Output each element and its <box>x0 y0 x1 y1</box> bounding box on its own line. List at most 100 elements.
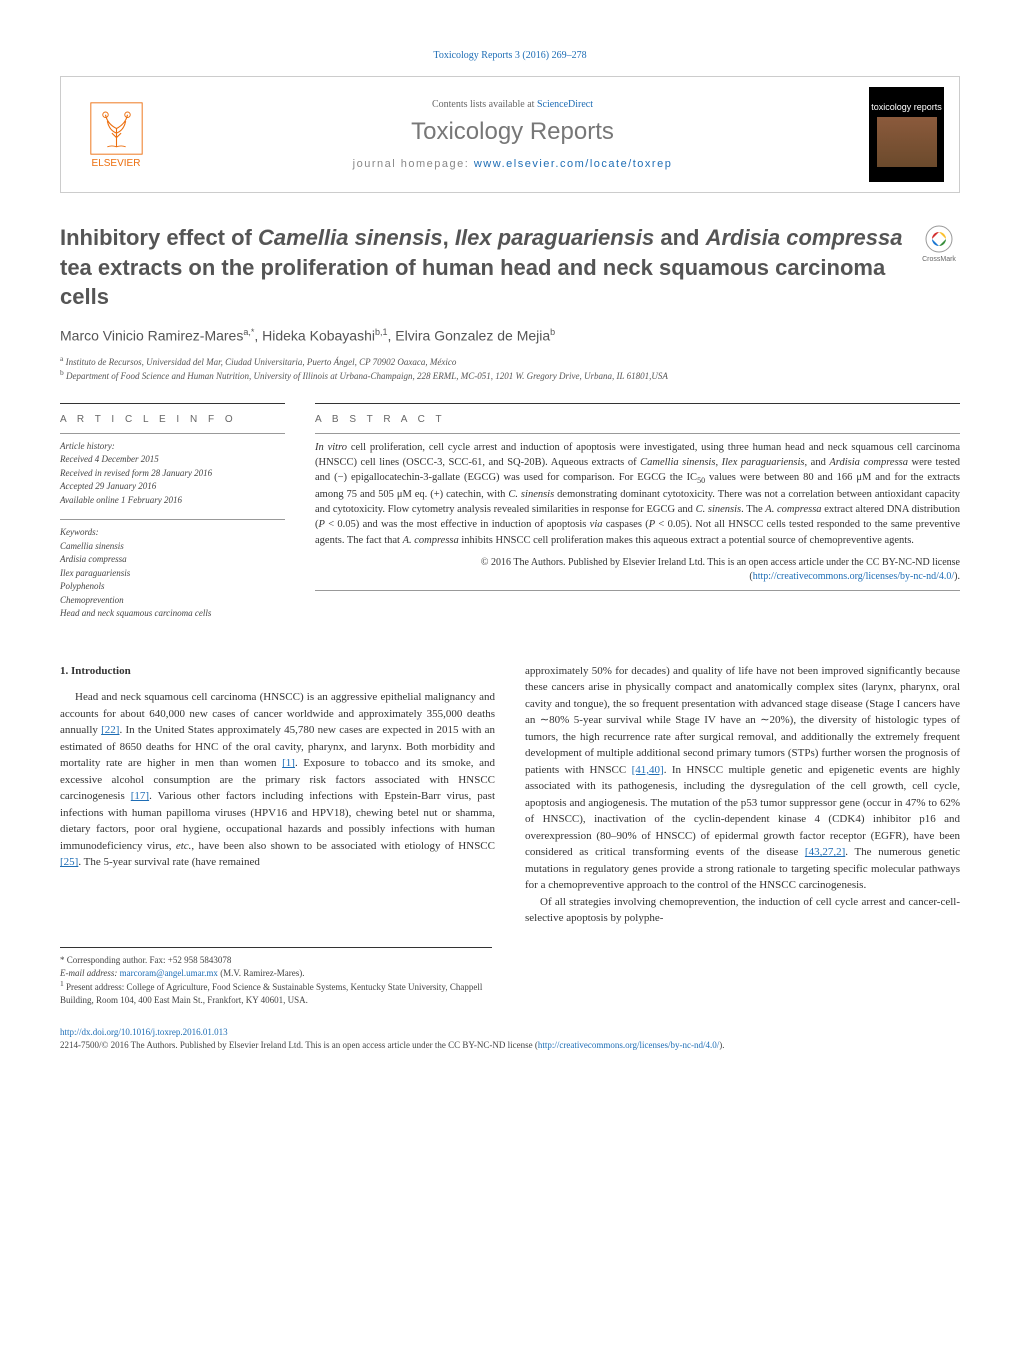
history-received: Received 4 December 2015 <box>60 453 285 467</box>
email-label: E-mail address: <box>60 968 120 978</box>
p1-seg: , have been also shown to be associated … <box>191 840 495 852</box>
doi-link[interactable]: http://dx.doi.org/10.1016/j.toxrep.2016.… <box>60 1027 228 1037</box>
footnotes: * Corresponding author. Fax: +52 958 584… <box>60 947 492 1006</box>
issn-close: ). <box>719 1040 724 1050</box>
affiliations: a Instituto de Recursos, Universidad del… <box>60 354 960 383</box>
affiliation-a: a Instituto de Recursos, Universidad del… <box>60 354 960 369</box>
abstract-text: In vitro cell proliferation, cell cycle … <box>315 433 960 548</box>
footer-license-link[interactable]: http://creativecommons.org/licenses/by-n… <box>538 1040 719 1050</box>
history-online: Available online 1 February 2016 <box>60 494 285 508</box>
email-line: E-mail address: marcoram@angel.umar.mx (… <box>60 967 492 980</box>
p1-seg: . The 5-year survival rate (have remaine… <box>78 856 260 868</box>
elsevier-tree-icon <box>89 101 144 156</box>
crossmark-text: CrossMark <box>922 256 956 263</box>
email-who: (M.V. Ramirez-Mares). <box>218 968 305 978</box>
abs-seg: A. compressa <box>765 504 821 515</box>
sciencedirect-link[interactable]: ScienceDirect <box>537 99 593 110</box>
author-3: Elvira Gonzalez de Mejia <box>395 328 550 344</box>
article-title: Inhibitory effect of Camellia sinensis, … <box>60 223 903 312</box>
keywords-block: Keywords: Camellia sinensis Ardisia comp… <box>60 519 285 621</box>
abs-seg: In vitro <box>315 442 347 453</box>
abs-seg: 50 <box>697 476 705 485</box>
author-3-sup: b <box>550 327 555 337</box>
abs-seg: C. sinensis <box>696 504 742 515</box>
abstract-column: A B S T R A C T In vitro cell proliferat… <box>315 403 960 633</box>
history-label: Article history: <box>60 440 285 454</box>
abs-seg: < 0.05) and was the most effective in in… <box>325 519 590 530</box>
paragraph-2: approximately 50% for decades) and quali… <box>525 663 960 894</box>
contents-available-line: Contents lists available at ScienceDirec… <box>156 99 869 110</box>
top-citation: Toxicology Reports 3 (2016) 269–278 <box>60 50 960 61</box>
journal-banner: ELSEVIER Contents lists available at Sci… <box>60 76 960 193</box>
footer: http://dx.doi.org/10.1016/j.toxrep.2016.… <box>60 1026 960 1051</box>
journal-cover: toxicology reports <box>869 87 944 182</box>
title-segment: tea extracts on the proliferation of hum… <box>60 255 885 310</box>
p3-seg: Of all strategies involving chemoprevent… <box>525 896 960 925</box>
article-history-block: Article history: Received 4 December 201… <box>60 433 285 508</box>
present-text: Present address: College of Agriculture,… <box>60 982 482 1005</box>
email-link[interactable]: marcoram@angel.umar.mx <box>120 968 218 978</box>
homepage-label: journal homepage: <box>353 158 474 170</box>
abstract-bottom-rule <box>315 590 960 591</box>
abs-seg: Camellia sinensis <box>640 457 715 468</box>
authors-line: Marco Vinicio Ramirez-Maresa,*, Hideka K… <box>60 327 960 344</box>
cover-image <box>877 117 937 167</box>
abs-seg: C. sinensis <box>508 489 554 500</box>
homepage-line: journal homepage: www.elsevier.com/locat… <box>156 158 869 170</box>
crossmark-icon[interactable]: CrossMark <box>918 223 960 265</box>
abs-seg: via <box>590 519 603 530</box>
keyword-1: Camellia sinensis <box>60 540 285 554</box>
issn-line: 2214-7500/© 2016 The Authors. Published … <box>60 1039 960 1052</box>
p1-seg: etc. <box>176 840 192 852</box>
keyword-5: Chemoprevention <box>60 594 285 608</box>
ref-link-1[interactable]: [1] <box>282 757 295 769</box>
cover-title: toxicology reports <box>871 102 942 113</box>
paragraph-3: Of all strategies involving chemoprevent… <box>525 894 960 927</box>
title-segment: Inhibitory effect of <box>60 225 258 250</box>
issn-text: 2214-7500/© 2016 The Authors. Published … <box>60 1040 538 1050</box>
license-link[interactable]: http://creativecommons.org/licenses/by-n… <box>753 571 954 582</box>
top-citation-link[interactable]: Toxicology Reports 3 (2016) 269–278 <box>433 50 586 61</box>
homepage-link[interactable]: www.elsevier.com/locate/toxrep <box>474 158 672 170</box>
corresponding-author: * Corresponding author. Fax: +52 958 584… <box>60 954 492 967</box>
abs-seg: , and <box>805 457 830 468</box>
body-columns: 1. Introduction Head and neck squamous c… <box>60 663 960 927</box>
ref-link-43-27-2[interactable]: [43,27,2] <box>805 846 845 858</box>
aff-b-text: Department of Food Science and Human Nut… <box>64 371 668 381</box>
title-segment: , <box>443 225 455 250</box>
abs-seg: A. compressa <box>403 535 459 546</box>
keyword-4: Polyphenols <box>60 580 285 594</box>
page-container: Toxicology Reports 3 (2016) 269–278 ELSE… <box>0 0 1020 1101</box>
info-abstract-row: A R T I C L E I N F O Article history: R… <box>60 403 960 633</box>
keyword-6: Head and neck squamous carcinoma cells <box>60 607 285 621</box>
abstract-heading: A B S T R A C T <box>315 403 960 425</box>
publisher-name: ELSEVIER <box>92 158 141 169</box>
column-right: approximately 50% for decades) and quali… <box>525 663 960 927</box>
ref-link-17[interactable]: [17] <box>131 790 149 802</box>
author-2-sup: b,1 <box>375 327 388 337</box>
history-accepted: Accepted 29 January 2016 <box>60 480 285 494</box>
journal-name: Toxicology Reports <box>156 118 869 146</box>
title-species-2: Ilex paraguariensis <box>455 225 654 250</box>
ref-link-25[interactable]: [25] <box>60 856 78 868</box>
abstract-copyright: © 2016 The Authors. Published by Elsevie… <box>315 556 960 584</box>
p2-seg: . In HNSCC multiple genetic and epigenet… <box>525 764 960 859</box>
title-species-1: Camellia sinensis <box>258 225 443 250</box>
copyright-close: ). <box>954 571 960 582</box>
present-address: 1 Present address: College of Agricultur… <box>60 979 492 1006</box>
article-info-column: A R T I C L E I N F O Article history: R… <box>60 403 285 633</box>
paragraph-1: Head and neck squamous cell carcinoma (H… <box>60 689 495 871</box>
section-heading-intro: 1. Introduction <box>60 663 495 680</box>
abs-seg: Ilex paraguariensis <box>722 457 805 468</box>
abs-seg: caspases ( <box>602 519 648 530</box>
author-1: Marco Vinicio Ramirez-Mares <box>60 328 243 344</box>
title-species-3: Ardisia compressa <box>706 225 903 250</box>
abs-seg: . The <box>741 504 765 515</box>
doi-line: http://dx.doi.org/10.1016/j.toxrep.2016.… <box>60 1026 960 1039</box>
article-info-heading: A R T I C L E I N F O <box>60 403 285 425</box>
keyword-3: Ilex paraguariensis <box>60 567 285 581</box>
ref-link-41-40[interactable]: [41,40] <box>632 764 664 776</box>
keywords-label: Keywords: <box>60 526 285 540</box>
ref-link-22[interactable]: [22] <box>101 724 119 736</box>
banner-center: Contents lists available at ScienceDirec… <box>156 99 869 170</box>
